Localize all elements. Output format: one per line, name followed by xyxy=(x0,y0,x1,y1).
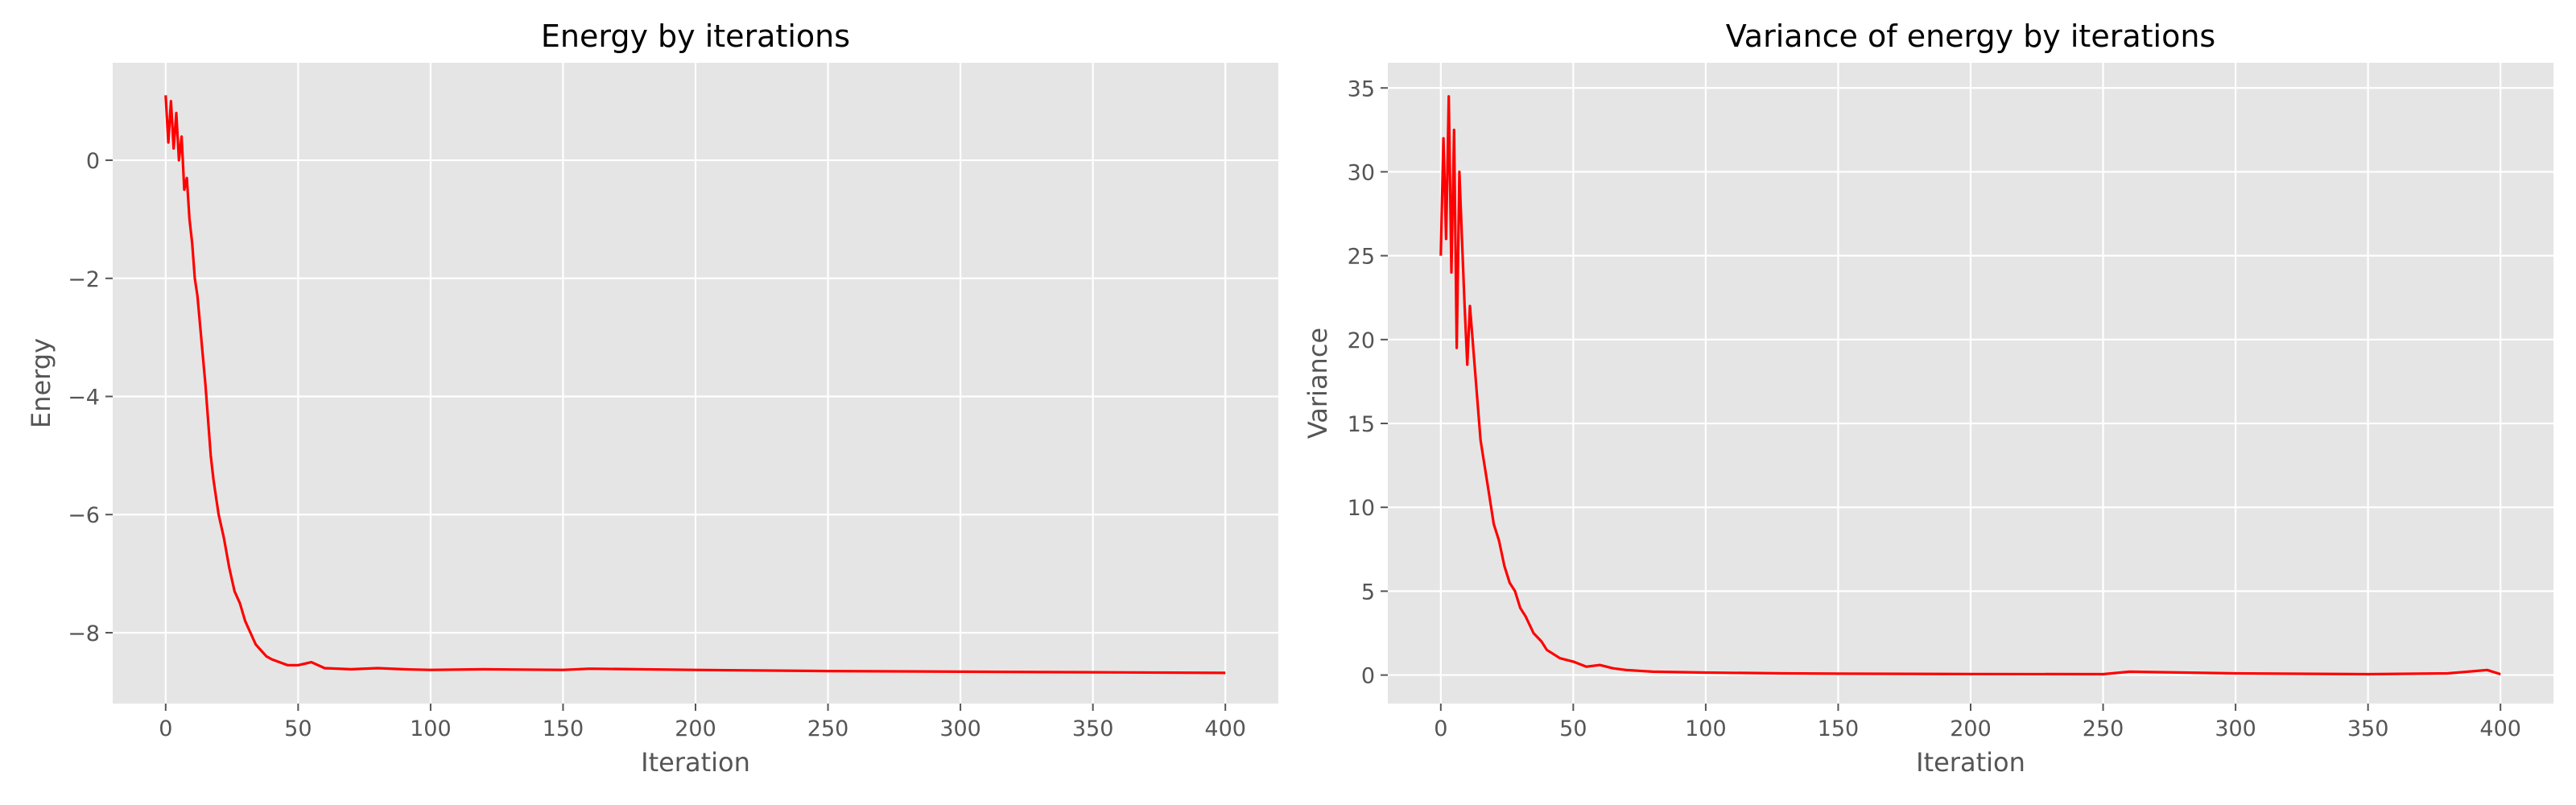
energy-x-tick-label: 350 xyxy=(1072,716,1114,741)
variance-x-tick-label: 150 xyxy=(1818,716,1860,741)
variance-y-tick-label: 30 xyxy=(1348,160,1375,185)
energy-chart: 0 50 100 150 200 250 300 350 400 0 −2 −4 −6 −8 Energy… xyxy=(26,19,1278,778)
variance-x-tick-label: 300 xyxy=(2215,716,2256,741)
variance-x-tick-label: 250 xyxy=(2083,716,2124,741)
variance-y-tick-label: 25 xyxy=(1348,245,1375,270)
energy-ticks: 0 50 100 150 200 250 300 350 400 0 −2 −4 −6 −8 xyxy=(68,149,1246,741)
variance-series xyxy=(1439,95,2501,676)
variance-y-tick-label: 10 xyxy=(1348,496,1375,521)
variance-ticks: 0 50 100 150 200 250 300 350 400 0 5 10 15 20 25 30 35 xyxy=(1348,76,2521,741)
variance-y-tick-label: 5 xyxy=(1361,580,1375,605)
energy-series-line xyxy=(164,95,1226,675)
energy-y-tick-label: −4 xyxy=(68,386,100,411)
variance-x-tick-label: 350 xyxy=(2347,716,2389,741)
energy-x-tick-label: 150 xyxy=(543,716,584,741)
energy-x-tick-label: 400 xyxy=(1204,716,1246,741)
variance-chart-title: Variance of energy by iterations xyxy=(1726,19,2215,54)
energy-x-tick-label: 100 xyxy=(410,716,452,741)
variance-x-tick-label: 0 xyxy=(1434,716,1447,741)
variance-x-tick-label: 50 xyxy=(1559,716,1587,741)
energy-x-axis-label: Iteration xyxy=(641,747,750,778)
energy-chart-title: Energy by iterations xyxy=(541,19,850,54)
variance-y-tick-label: 0 xyxy=(1361,664,1375,689)
energy-y-axis-label: Energy xyxy=(26,338,56,428)
variance-chart: 0 50 100 150 200 250 300 350 400 0 5 10 15 20 25 30 35 V… xyxy=(1302,19,2553,778)
energy-x-tick-label: 0 xyxy=(159,716,172,741)
energy-y-tick-label: −2 xyxy=(68,267,100,292)
energy-y-tick-label: −6 xyxy=(68,503,100,528)
energy-y-tick-label: −8 xyxy=(68,621,100,646)
variance-y-tick-label: 15 xyxy=(1348,412,1375,437)
variance-series-line xyxy=(1439,95,2501,676)
energy-grid xyxy=(113,63,1278,704)
energy-y-tick-label: 0 xyxy=(86,149,100,174)
energy-x-tick-label: 250 xyxy=(807,716,849,741)
energy-x-tick-label: 50 xyxy=(284,716,312,741)
energy-x-tick-label: 200 xyxy=(675,716,716,741)
variance-y-tick-label: 35 xyxy=(1348,76,1375,101)
variance-y-axis-label: Variance xyxy=(1302,328,1333,439)
energy-series xyxy=(164,95,1226,675)
energy-x-tick-label: 300 xyxy=(939,716,981,741)
variance-grid xyxy=(1388,63,2553,704)
variance-x-tick-label: 200 xyxy=(1950,716,1992,741)
variance-y-tick-label: 20 xyxy=(1348,328,1375,353)
variance-x-axis-label: Iteration xyxy=(1916,747,2025,778)
variance-x-tick-label: 100 xyxy=(1685,716,1727,741)
variance-x-tick-label: 400 xyxy=(2479,716,2521,741)
